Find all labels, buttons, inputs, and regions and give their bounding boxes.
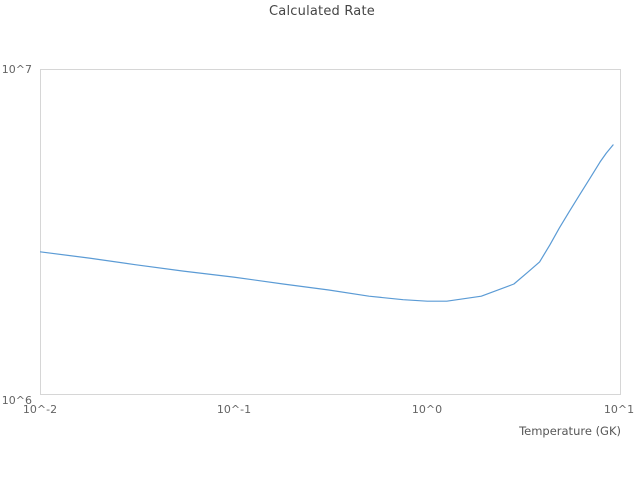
x-tick-label-1e0: 10^0: [411, 403, 443, 416]
chart-title: Calculated Rate: [269, 4, 375, 19]
plot-area: [40, 69, 621, 395]
x-tick-label-1e-1: 10^-1: [216, 403, 252, 416]
y-tick-label-1e6: 10^6: [1, 394, 32, 407]
series-line-calculated-rate: [40, 144, 614, 302]
plot-border: [40, 69, 621, 395]
x-axis-title: Temperature (GK): [519, 424, 621, 438]
x-tick-label-1e-2: 10^-2: [22, 403, 58, 416]
y-tick-label-1e7: 10^7: [1, 63, 32, 76]
series-layer: [40, 144, 614, 302]
x-tick-label-1e1: 10^1: [603, 403, 635, 416]
